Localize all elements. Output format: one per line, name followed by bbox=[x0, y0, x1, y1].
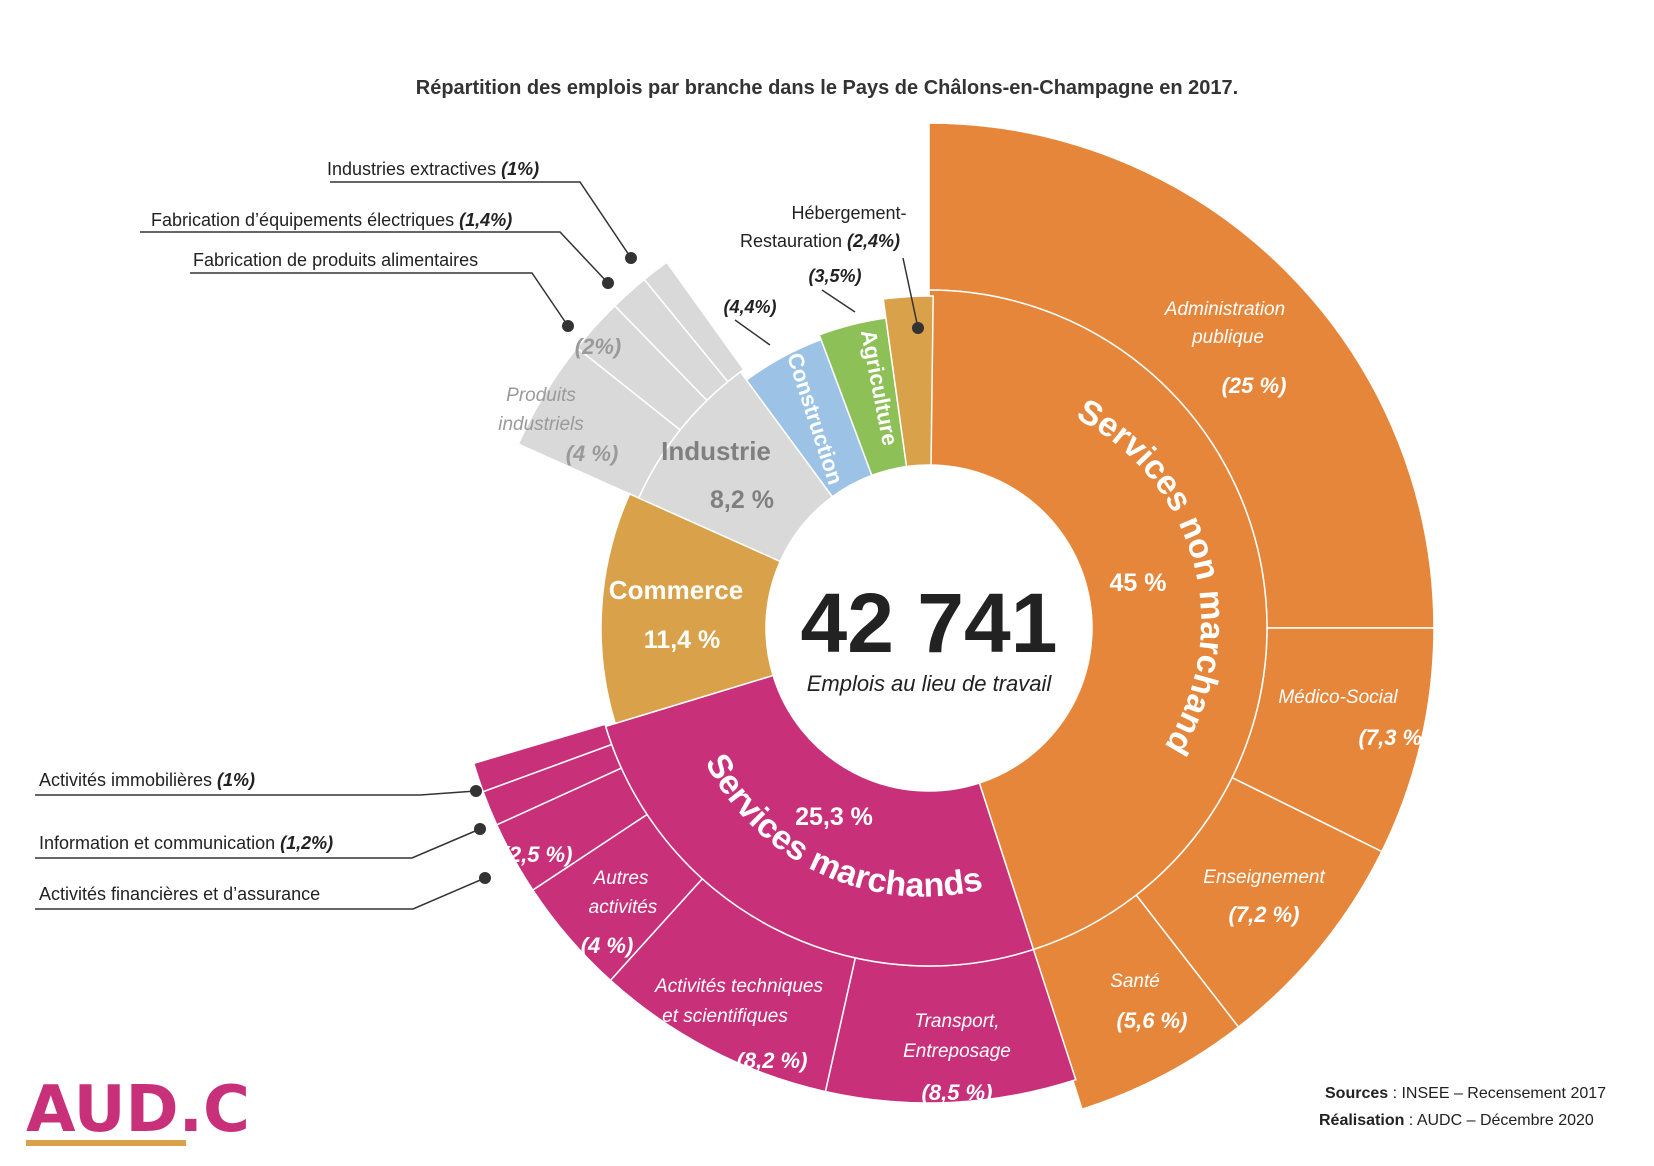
leader-dot bbox=[479, 872, 491, 884]
ext-construction-pct: (4,4%) bbox=[723, 297, 776, 317]
leader-dot bbox=[470, 785, 482, 797]
ext-electriques-label: Fabrication d’équipements électriques (1… bbox=[151, 210, 512, 230]
medico-percent: (7,3 %) bbox=[1359, 725, 1430, 750]
tech-label-line2: et scientifiques bbox=[662, 1006, 788, 1027]
logo-text: AUD.C bbox=[26, 1073, 250, 1147]
produits-label-line2: industriels bbox=[498, 414, 584, 435]
industrie-label: Industrie bbox=[661, 436, 771, 466]
ext-heb-line2: Restauration (2,4%) bbox=[740, 231, 900, 251]
sante-percent: (5,6 %) bbox=[1117, 1008, 1188, 1033]
autres-label-line2: activités bbox=[589, 897, 658, 918]
leader-dot bbox=[602, 277, 614, 289]
leader-dot bbox=[625, 252, 637, 264]
industrie-percent: 8,2 % bbox=[710, 486, 774, 514]
ext-construction: (4,4%) bbox=[723, 297, 777, 346]
transport-label-line1: Transport, bbox=[914, 1011, 999, 1032]
snm-percent: 45 % bbox=[1110, 569, 1167, 597]
transport-percent: (8,5 %) bbox=[922, 1080, 993, 1105]
ext-agriculture-pct: (3,5%) bbox=[808, 266, 861, 286]
ext-immobilieres-label: Activités immobilières (1%) bbox=[39, 770, 255, 790]
ext-financieres-label: Activités financières et d’assurance bbox=[39, 884, 320, 904]
produits-percent: (4 %) bbox=[566, 441, 619, 466]
ext-alimentaires: Fabrication de produits alimentaires bbox=[190, 250, 574, 332]
enseignement-percent: (7,2 %) bbox=[1229, 902, 1300, 927]
ext-extractives: Industries extractives (1%) bbox=[327, 159, 637, 264]
commerce-percent: 11,4 % bbox=[644, 626, 720, 654]
leader-line bbox=[35, 877, 486, 910]
leader-dot bbox=[562, 320, 574, 332]
admin-label-line1: Administration bbox=[1164, 299, 1285, 320]
leader-line bbox=[190, 272, 569, 327]
center-hole bbox=[766, 465, 1092, 791]
financieres-percent: (2,5 %) bbox=[502, 842, 573, 867]
tech-percent: (8,2 %) bbox=[737, 1048, 808, 1073]
realisation-line: Réalisation : AUDC – Décembre 2020 bbox=[1319, 1112, 1594, 1129]
ext-electriques: Fabrication d’équipements électriques (1… bbox=[140, 210, 614, 289]
sources-line: Sources : INSEE – Recensement 2017 bbox=[1325, 1085, 1606, 1102]
leader-line bbox=[35, 790, 477, 796]
ext-heb-line1: Hébergement- bbox=[791, 203, 906, 223]
leader-line bbox=[821, 289, 856, 313]
commerce-label: Commerce bbox=[609, 575, 743, 605]
admin-label-line2: publique bbox=[1191, 327, 1264, 348]
ext-info-label: Information et communication (1,2%) bbox=[39, 833, 333, 853]
ext-info: Information et communication (1,2%) bbox=[35, 823, 486, 859]
ext-hebergement: Hébergement- Restauration (2,4%) bbox=[740, 203, 924, 334]
outer-ring bbox=[472, 122, 1435, 1111]
logo-underline bbox=[26, 1140, 186, 1146]
leader-line bbox=[330, 181, 632, 259]
autres-percent: (4 %) bbox=[581, 933, 634, 958]
autres-label-line1: Autres bbox=[593, 868, 649, 889]
enseignement-label: Enseignement bbox=[1203, 867, 1325, 888]
ext-alimentaires-label: Fabrication de produits alimentaires bbox=[193, 250, 478, 270]
transport-label-line2: Entreposage bbox=[903, 1041, 1011, 1062]
leader-dot bbox=[912, 322, 924, 334]
leader-line bbox=[140, 231, 609, 284]
inner-ring bbox=[600, 289, 1268, 967]
admin-percent: (25 %) bbox=[1222, 373, 1287, 398]
leader-line bbox=[734, 319, 771, 346]
produits-label-line1: Produits bbox=[506, 385, 576, 406]
ext-extractives-label: Industries extractives (1%) bbox=[327, 159, 539, 179]
sante-label: Santé bbox=[1110, 971, 1160, 992]
sm-percent: 25,3 % bbox=[795, 803, 873, 831]
alimentaires-percent: (2%) bbox=[575, 334, 621, 359]
tech-label-line1: Activités techniques bbox=[654, 976, 823, 997]
chart-title: Répartition des emplois par branche dans… bbox=[416, 77, 1238, 99]
ext-financieres: Activités financières et d’assurance bbox=[35, 872, 491, 910]
leader-line bbox=[35, 828, 481, 859]
leader-dot bbox=[474, 823, 486, 835]
center-total: 42 741 bbox=[801, 576, 1058, 670]
center-label: Emplois au lieu de travail bbox=[807, 671, 1053, 696]
ext-immobilieres: Activités immobilières (1%) bbox=[35, 770, 482, 797]
leader-line bbox=[902, 257, 919, 329]
audc-logo: AUD.C bbox=[26, 1073, 250, 1147]
medico-label: Médico-Social bbox=[1278, 687, 1398, 708]
ext-agriculture: (3,5%) bbox=[808, 266, 862, 313]
